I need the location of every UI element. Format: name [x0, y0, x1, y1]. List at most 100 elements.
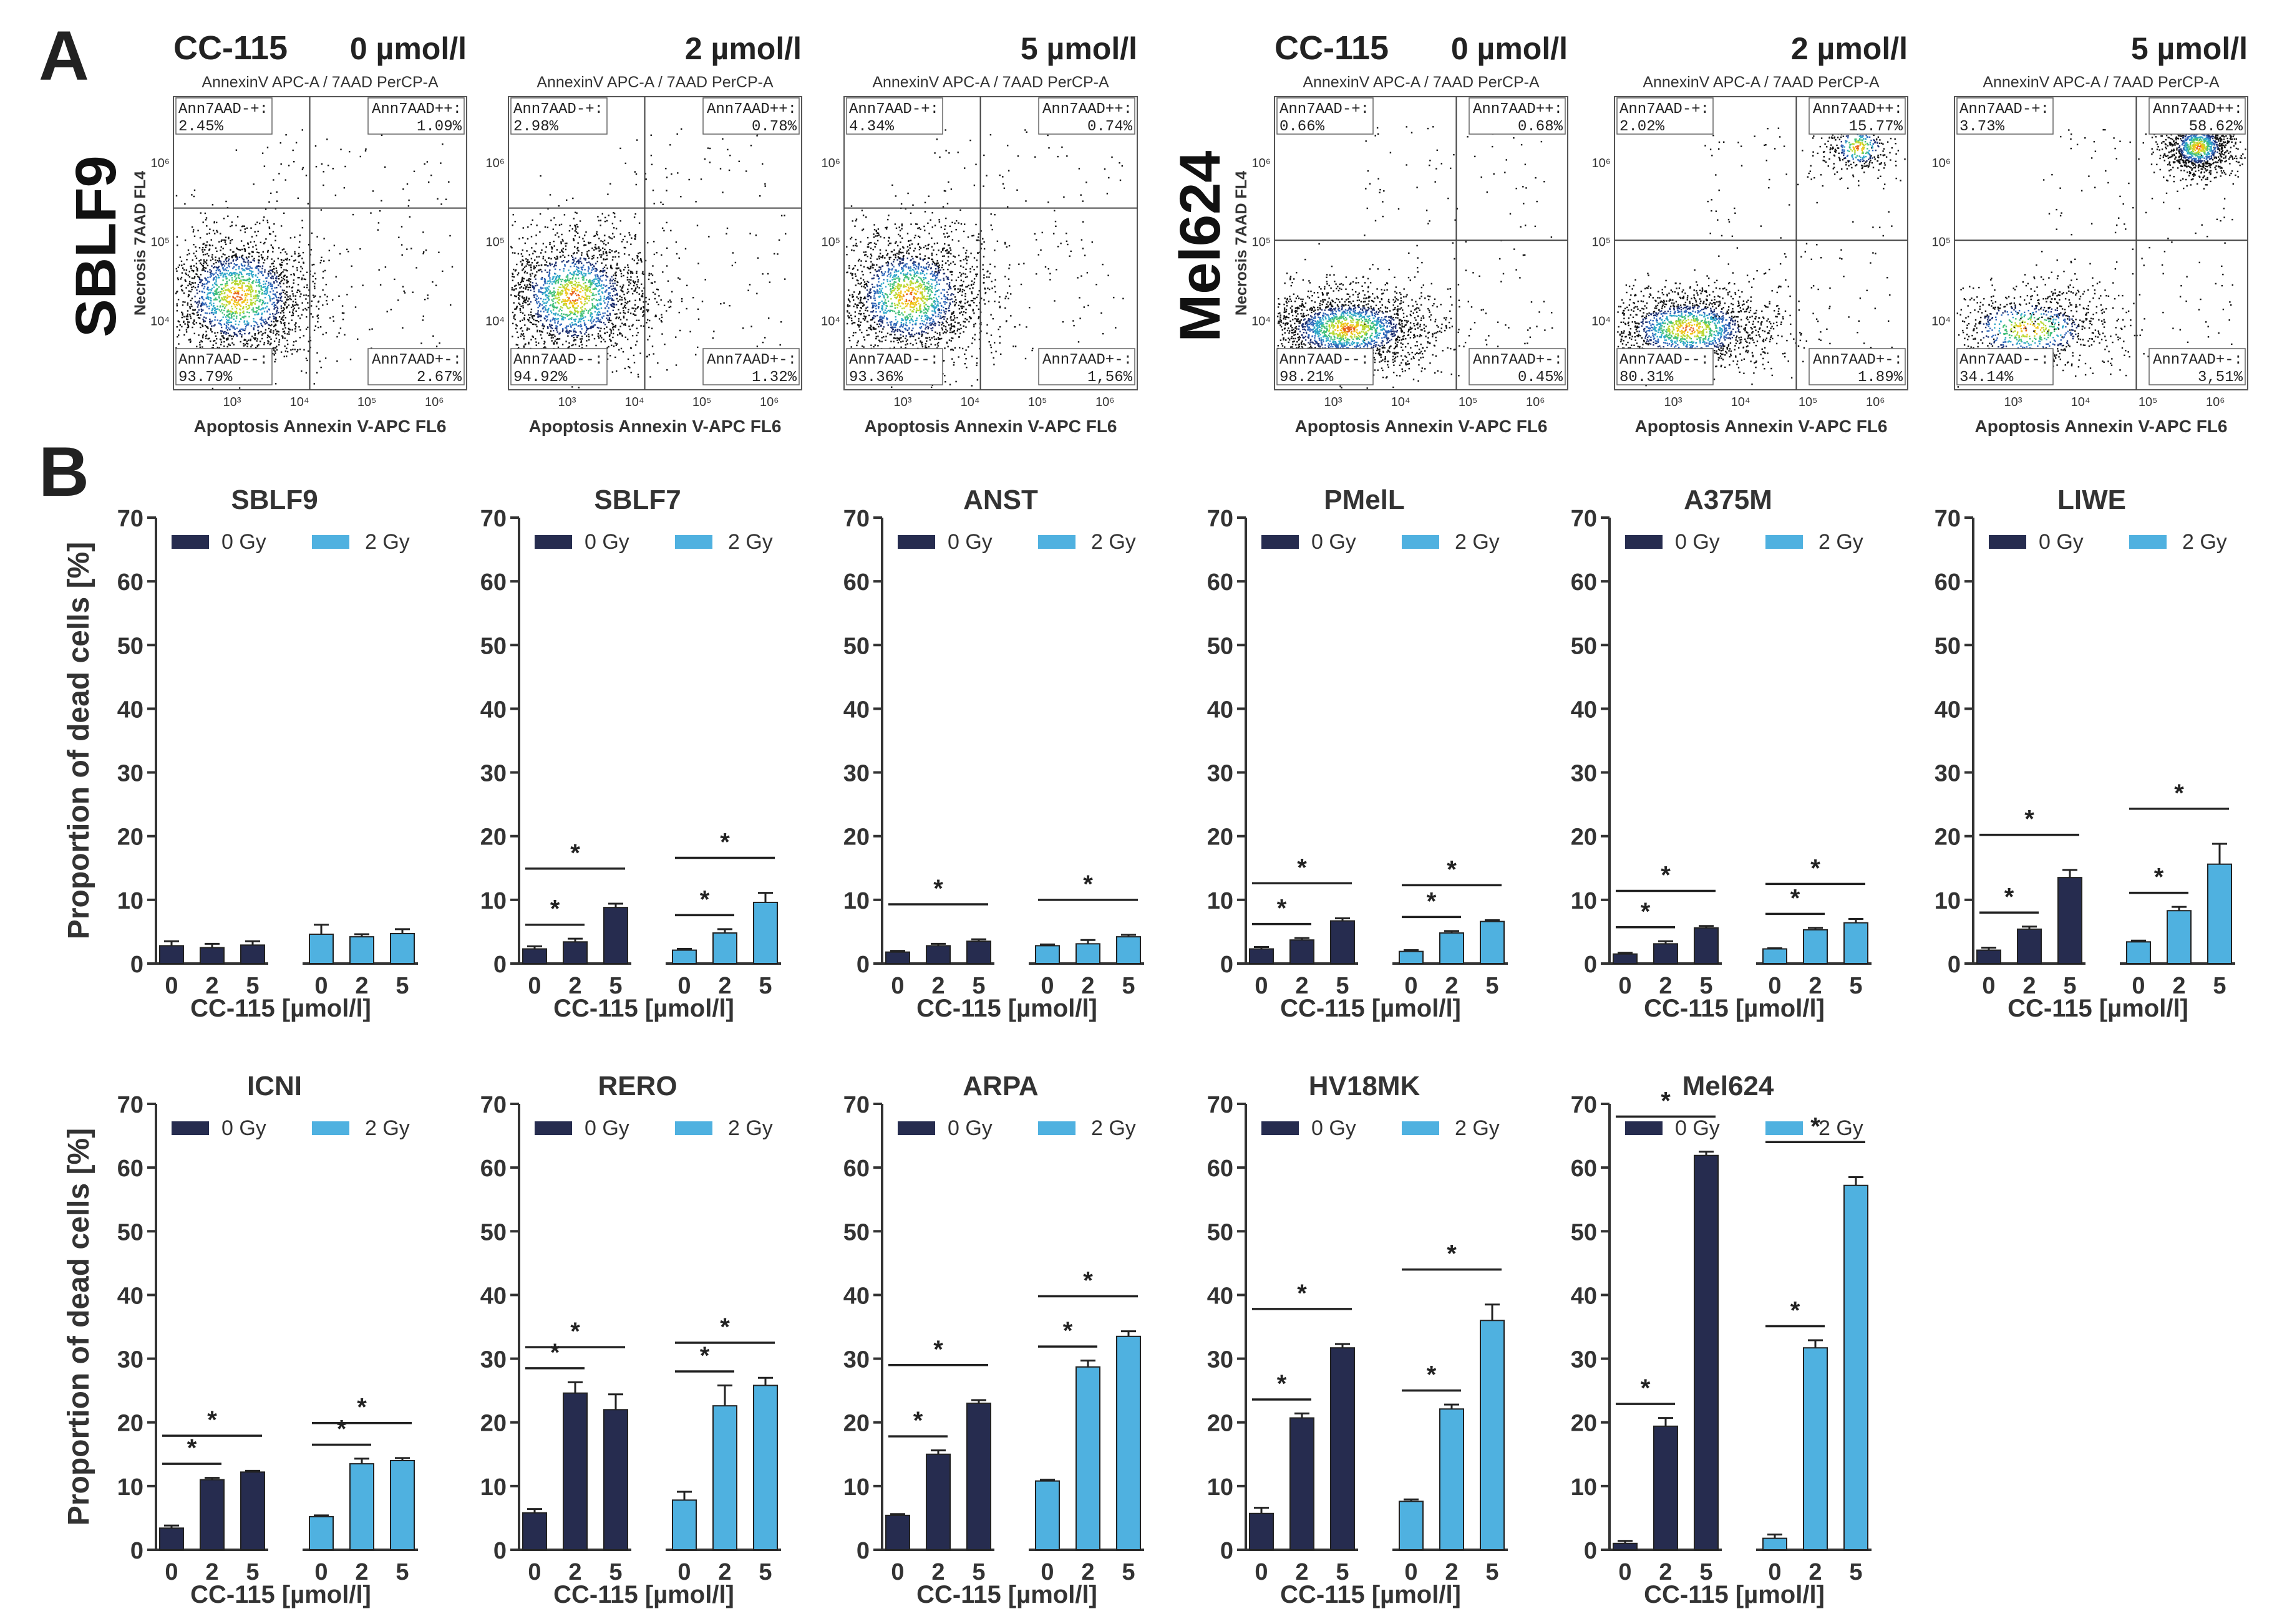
event-dot [253, 258, 255, 259]
event-dot [544, 281, 546, 284]
event-dot [192, 309, 194, 311]
event-dot [190, 316, 192, 317]
event-dot [210, 302, 211, 304]
event-dot [575, 266, 578, 268]
event-dot [587, 287, 589, 289]
event-dot [196, 268, 198, 271]
event-dot [266, 289, 268, 291]
event-dot [259, 318, 261, 321]
event-dot [238, 274, 240, 276]
event-dot [178, 343, 180, 345]
event-dot [624, 299, 626, 301]
event-dot [210, 328, 212, 330]
event-dot [193, 235, 196, 237]
event-dot [227, 215, 229, 217]
event-dot [258, 285, 260, 288]
event-dot [607, 301, 609, 303]
event-dot [236, 216, 239, 218]
event-dot [210, 329, 212, 331]
event-dot [225, 263, 227, 264]
event-dot [648, 274, 650, 276]
event-dot [256, 314, 258, 316]
event-dot [182, 301, 184, 303]
event-dot [656, 288, 658, 291]
event-dot [513, 295, 516, 297]
event-dot [628, 309, 629, 311]
event-dot [597, 314, 600, 316]
event-dot [269, 296, 271, 298]
event-dot [600, 240, 602, 242]
event-dot [614, 324, 617, 327]
event-dot [269, 291, 271, 293]
event-dot [604, 312, 606, 314]
event-dot [585, 274, 586, 277]
event-dot [528, 328, 530, 330]
event-dot [530, 301, 532, 303]
event-dot [177, 278, 179, 281]
event-dot [628, 269, 629, 271]
event-dot [225, 200, 227, 203]
event-dot [619, 220, 621, 222]
event-dot [784, 215, 785, 216]
x-tick-label: 10⁶ [760, 395, 779, 409]
event-dot [585, 244, 587, 246]
event-dot [627, 338, 629, 341]
event-dot [187, 296, 190, 297]
event-dot [188, 253, 190, 254]
event-dot [940, 338, 941, 340]
event-dot [561, 309, 563, 312]
event-dot [323, 238, 325, 239]
event-dot [276, 312, 278, 314]
event-dot [893, 259, 895, 261]
event-dot [585, 309, 588, 311]
event-dot [607, 242, 609, 244]
event-dot [660, 320, 663, 322]
event-dot [253, 297, 255, 299]
event-dot [975, 223, 977, 226]
event-dot [596, 314, 598, 316]
event-dot [276, 291, 278, 293]
event-dot [277, 301, 279, 303]
event-dot [895, 326, 896, 328]
event-dot [234, 281, 236, 283]
event-dot [634, 171, 636, 173]
event-dot [518, 295, 521, 297]
event-dot [226, 301, 229, 303]
event-dot [226, 283, 228, 284]
event-dot [571, 228, 573, 230]
event-dot [189, 338, 192, 341]
event-dot [983, 256, 985, 258]
event-dot [215, 283, 217, 286]
event-dot [575, 278, 577, 280]
event-dot [515, 306, 518, 308]
event-dot [199, 341, 201, 344]
event-dot [201, 346, 203, 348]
event-dot [234, 301, 236, 303]
event-dot [652, 190, 654, 191]
event-dot [522, 227, 524, 229]
event-dot [989, 133, 992, 136]
event-dot [749, 284, 751, 286]
event-dot [250, 273, 252, 275]
event-dot [320, 366, 322, 369]
quadrant-box [367, 348, 465, 385]
event-dot [858, 258, 860, 261]
event-dot [943, 306, 944, 309]
event-dot [298, 289, 299, 291]
event-dot [563, 279, 566, 282]
event-dot [283, 314, 285, 317]
event-dot [261, 319, 263, 321]
event-dot [570, 294, 573, 296]
event-dot [208, 307, 210, 310]
event-dot [212, 347, 214, 349]
event-dot [292, 314, 294, 316]
event-dot [269, 297, 271, 300]
event-dot [915, 234, 916, 236]
event-dot [241, 265, 243, 267]
event-dot [533, 268, 535, 270]
event-dot [239, 299, 241, 301]
event-dot [573, 284, 575, 286]
event-dot [229, 317, 231, 319]
event-dot [604, 341, 606, 342]
